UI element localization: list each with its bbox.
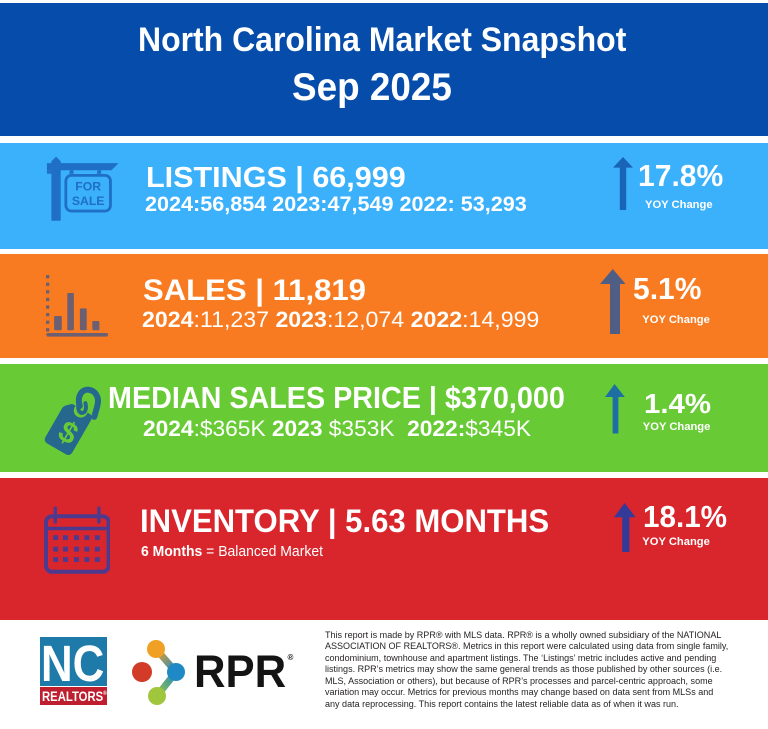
- svg-text:SALE: SALE: [72, 194, 105, 208]
- svg-text:FOR: FOR: [75, 180, 101, 194]
